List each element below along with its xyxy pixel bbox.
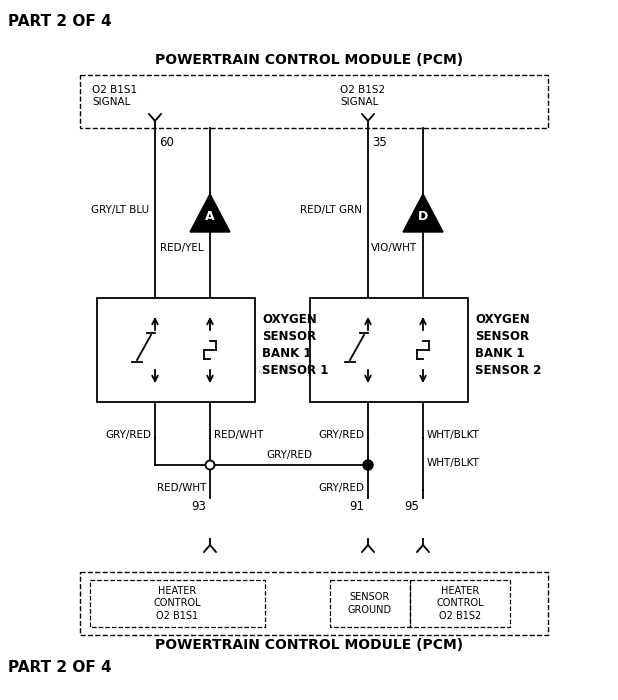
Text: OXYGEN
SENSOR
BANK 1
SENSOR 2: OXYGEN SENSOR BANK 1 SENSOR 2: [475, 313, 541, 377]
Text: RED/WHT: RED/WHT: [214, 430, 263, 440]
Text: PART 2 OF 4: PART 2 OF 4: [8, 661, 112, 676]
Circle shape: [363, 460, 373, 470]
Text: A: A: [205, 210, 215, 223]
Polygon shape: [97, 298, 255, 402]
Polygon shape: [310, 298, 468, 402]
Text: POWERTRAIN CONTROL MODULE (PCM): POWERTRAIN CONTROL MODULE (PCM): [155, 638, 463, 652]
Text: RED/LT GRN: RED/LT GRN: [300, 205, 362, 215]
Text: WHT/BLKT: WHT/BLKT: [427, 458, 480, 468]
Text: GRY/RED: GRY/RED: [318, 430, 364, 440]
Text: HEATER
CONTROL
O2 B1S2: HEATER CONTROL O2 B1S2: [436, 586, 484, 621]
Text: 95: 95: [404, 500, 419, 513]
Text: GRY/RED: GRY/RED: [318, 483, 364, 493]
Text: 93: 93: [191, 500, 206, 513]
Text: 60: 60: [159, 136, 174, 149]
Text: OXYGEN
SENSOR
BANK 1
SENSOR 1: OXYGEN SENSOR BANK 1 SENSOR 1: [262, 313, 328, 377]
Text: GRY/LT BLU: GRY/LT BLU: [91, 205, 149, 215]
Text: O2 B1S1
SIGNAL: O2 B1S1 SIGNAL: [92, 85, 137, 107]
Text: HEATER
CONTROL
O2 B1S1: HEATER CONTROL O2 B1S1: [154, 586, 201, 621]
Text: RED/YEL: RED/YEL: [161, 243, 204, 253]
Text: VIO/WHT: VIO/WHT: [371, 243, 417, 253]
Text: 91: 91: [349, 500, 364, 513]
Text: WHT/BLKT: WHT/BLKT: [427, 430, 480, 440]
Text: easyautodiagnostics.com: easyautodiagnostics.com: [230, 363, 388, 377]
Text: RED/WHT: RED/WHT: [156, 483, 206, 493]
Text: 35: 35: [372, 136, 387, 149]
Text: O2 B1S2
SIGNAL: O2 B1S2 SIGNAL: [340, 85, 385, 107]
Polygon shape: [403, 194, 443, 232]
Text: GRY/RED: GRY/RED: [105, 430, 151, 440]
Text: D: D: [418, 210, 428, 223]
Circle shape: [206, 461, 214, 470]
Polygon shape: [190, 194, 230, 232]
Text: POWERTRAIN CONTROL MODULE (PCM): POWERTRAIN CONTROL MODULE (PCM): [155, 53, 463, 67]
Text: SENSOR
GROUND: SENSOR GROUND: [348, 592, 392, 615]
Text: GRY/RED: GRY/RED: [266, 450, 312, 460]
Text: PART 2 OF 4: PART 2 OF 4: [8, 15, 112, 29]
